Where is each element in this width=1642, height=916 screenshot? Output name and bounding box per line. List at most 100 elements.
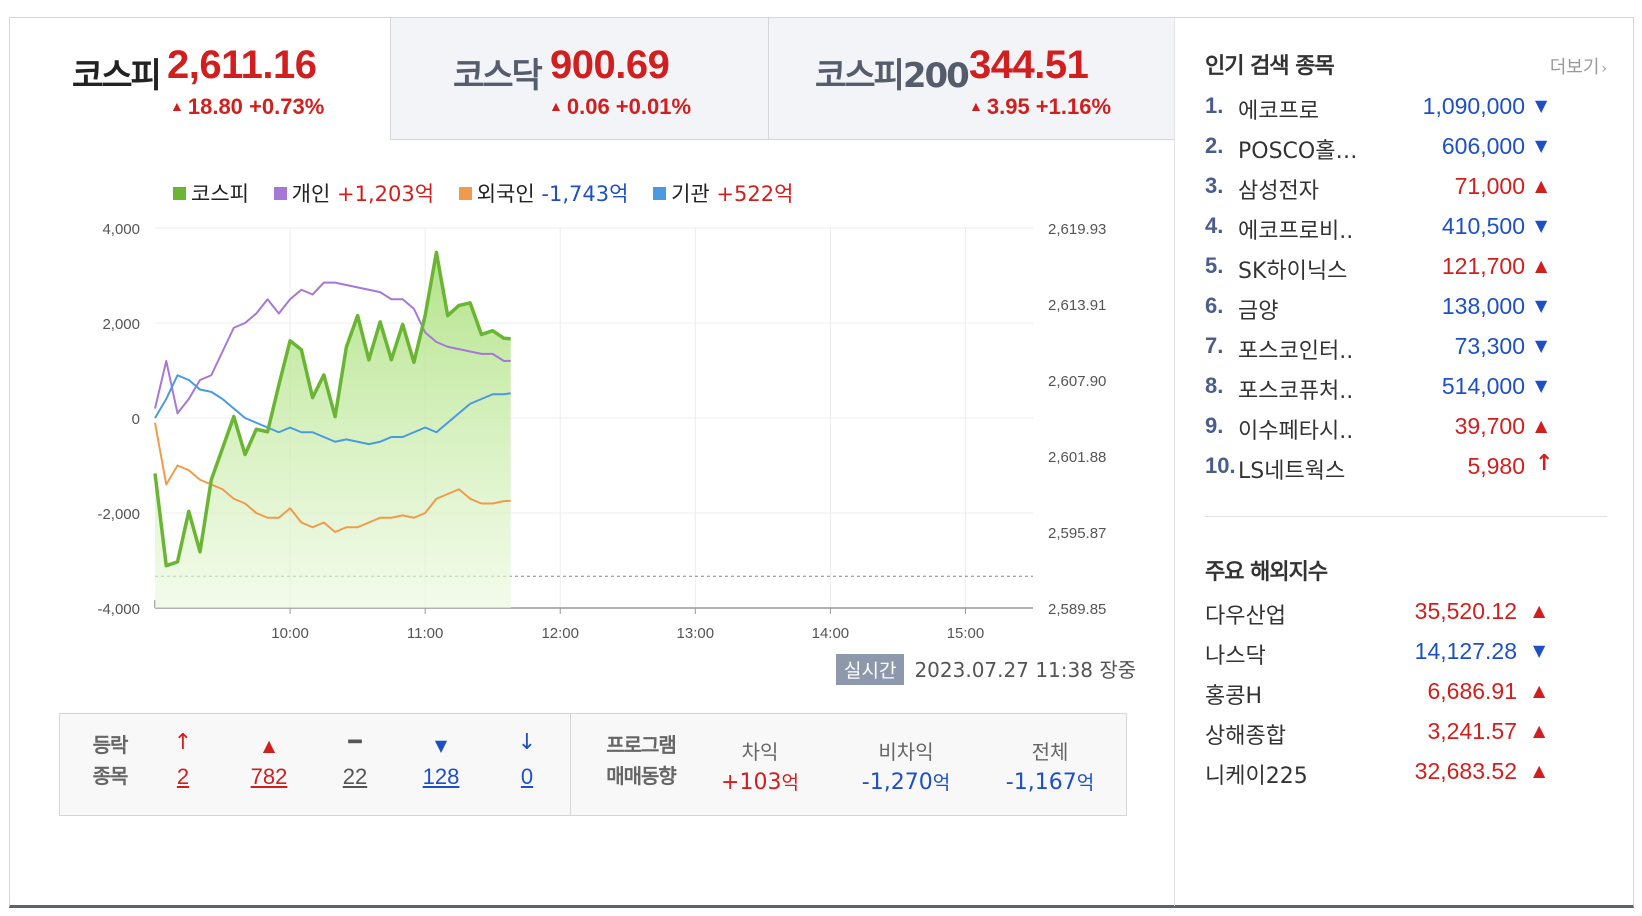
tab-name: 코스피 bbox=[72, 56, 162, 96]
series-line-foreign bbox=[154, 422, 511, 533]
tab-kospi200[interactable]: 코스피200 344.51 ▲ 3.95 +1.16% bbox=[768, 18, 1175, 140]
rank-number: 3. bbox=[1205, 173, 1224, 198]
breadth-count-link[interactable]: 128 bbox=[422, 764, 460, 789]
y-right-tick-label: 2,613.91 bbox=[1048, 297, 1106, 314]
realtime-badge: 실시간 bbox=[836, 654, 905, 685]
popular-item[interactable]: 9. 이수페타시.. 39,700 ▲ bbox=[1205, 413, 1547, 453]
y-right-tick-label: 2,601.88 bbox=[1048, 449, 1106, 466]
upper-limit-arrow-icon: ↑ bbox=[1535, 451, 1554, 476]
stock-name: 에코프로비.. bbox=[1238, 219, 1354, 244]
program-header: 비차익 bbox=[878, 740, 934, 764]
stock-name: SK하이닉스 bbox=[1238, 259, 1348, 284]
index-name: 다우산업 bbox=[1205, 604, 1286, 629]
popular-title: 인기 검색 종목 bbox=[1205, 54, 1335, 79]
stock-name: 금양 bbox=[1238, 299, 1279, 324]
stock-name: 이수페타시.. bbox=[1238, 419, 1354, 444]
up-triangle-icon: ▲ bbox=[1535, 176, 1548, 195]
y-left-tick-label: 0 bbox=[132, 411, 140, 428]
up-triangle-icon: ▲ bbox=[1533, 761, 1546, 780]
popular-item[interactable]: 5. SK하이닉스 121,700 ▲ bbox=[1205, 253, 1547, 293]
stock-price: 5,980 bbox=[1467, 453, 1525, 479]
popular-item[interactable]: 4. 에코프로비.. 410,500 ▼ bbox=[1205, 213, 1547, 253]
tab-change: ▲ 3.95 +1.16% bbox=[969, 94, 1112, 119]
rank-number: 8. bbox=[1205, 373, 1224, 398]
overseas-index-item[interactable]: 상해종합 3,241.57 ▲ bbox=[1205, 718, 1545, 758]
kospi-area bbox=[155, 252, 511, 608]
x-tick-label: 12:00 bbox=[541, 625, 579, 642]
index-name: 나스닥 bbox=[1205, 644, 1266, 669]
rank-number: 9. bbox=[1205, 413, 1224, 438]
up-triangle-icon: ▲ bbox=[1533, 681, 1546, 700]
popular-item[interactable]: 6. 금양 138,000 ▼ bbox=[1205, 293, 1547, 333]
down-triangle-icon: ▼ bbox=[1533, 641, 1546, 660]
y-right-tick-label: 2,589.85 bbox=[1048, 601, 1106, 618]
breadth-symbol-icon: ━ bbox=[348, 730, 362, 755]
popular-item[interactable]: 2. POSCO홀… 606,000 ▼ bbox=[1205, 133, 1547, 173]
breadth-symbol-icon: ↑ bbox=[173, 730, 193, 755]
stock-price: 138,000 bbox=[1441, 293, 1525, 319]
chart-legend: 코스피 개인 +1,203억 외국인 -1,743억 기관 +522억 bbox=[173, 178, 811, 208]
chart-datetime: 2023.07.27 11:38 bbox=[914, 658, 1093, 682]
y-left-tick-label: 4,000 bbox=[102, 221, 140, 238]
popular-item[interactable]: 7. 포스코인터.. 73,300 ▼ bbox=[1205, 333, 1547, 373]
rank-number: 10. bbox=[1205, 453, 1236, 478]
overseas-index-item[interactable]: 니케이225 32,683.52 ▲ bbox=[1205, 758, 1545, 798]
y-left-tick-label: -2,000 bbox=[97, 506, 140, 523]
market-status: 장중 bbox=[1099, 658, 1137, 682]
popular-item[interactable]: 3. 삼성전자 71,000 ▲ bbox=[1205, 173, 1547, 213]
breadth-count-link[interactable]: 0 bbox=[520, 764, 534, 789]
breadth-count-link[interactable]: 782 bbox=[250, 764, 288, 789]
down-triangle-icon: ▼ bbox=[1535, 136, 1548, 155]
y-right-tick-label: 2,607.90 bbox=[1048, 373, 1106, 390]
index-value: 6,686.91 bbox=[1427, 678, 1517, 704]
tab-kosdaq[interactable]: 코스닥 900.69 ▲ 0.06 +0.01% bbox=[390, 18, 768, 140]
up-triangle-icon: ▲ bbox=[1535, 416, 1548, 435]
market-widget: 코스피 2,611.16 ▲ 18.80 +0.73% 코스닥 900.69 ▲ 0… bbox=[9, 17, 1634, 908]
overseas-index-item[interactable]: 홍콩H 6,686.91 ▲ bbox=[1205, 678, 1545, 718]
tab-kospi[interactable]: 코스피 2,611.16 ▲ 18.80 +0.73% bbox=[10, 18, 390, 140]
breadth-symbol-icon: ▼ bbox=[434, 736, 448, 755]
up-triangle-icon: ▲ bbox=[549, 98, 563, 114]
index-value: 32,683.52 bbox=[1414, 758, 1517, 784]
legend-item-kospi: 코스피 bbox=[173, 178, 249, 208]
overseas-index-item[interactable]: 나스닥 14,127.28 ▼ bbox=[1205, 638, 1545, 678]
popular-item[interactable]: 8. 포스코퓨처.. 514,000 ▼ bbox=[1205, 373, 1547, 413]
tab-name: 코스피200 bbox=[815, 56, 970, 96]
more-link[interactable]: 더보기 › bbox=[1549, 57, 1607, 78]
stock-price: 514,000 bbox=[1441, 373, 1525, 399]
realtime-row: 실시간 2023.07.27 11:38 장중 bbox=[836, 654, 1136, 685]
intraday-chart: 4,000 2,000 0 -2,000 -4,000 2,619.93 2,613.91 2… bbox=[97, 221, 1106, 642]
up-triangle-icon: ▲ bbox=[969, 98, 983, 114]
overseas-index-item[interactable]: 다우산업 35,520.12 ▲ bbox=[1205, 598, 1545, 638]
stock-name: 삼성전자 bbox=[1238, 179, 1319, 204]
popular-item[interactable]: 10. LS네트웍스 5,980 ↑ bbox=[1205, 451, 1553, 493]
up-triangle-icon: ▲ bbox=[1533, 721, 1546, 740]
program-header: 차익 bbox=[741, 740, 779, 764]
breadth-count-link[interactable]: 22 bbox=[342, 764, 368, 789]
y-right-tick-label: 2,619.93 bbox=[1048, 221, 1106, 238]
up-triangle-icon: ▲ bbox=[1533, 601, 1546, 620]
breadth-symbol-icon: ↓ bbox=[517, 730, 537, 755]
stock-name: POSCO홀… bbox=[1238, 139, 1358, 164]
program-value: -1,270억 bbox=[861, 770, 951, 795]
program-header: 전체 bbox=[1031, 740, 1069, 764]
breadth-count-link[interactable]: 2 bbox=[176, 764, 190, 789]
legend-item-institution: 기관 +522억 bbox=[653, 178, 793, 208]
up-triangle-icon: ▲ bbox=[170, 98, 184, 114]
popular-item[interactable]: 1. 에코프로 1,090,000 ▼ bbox=[1205, 93, 1547, 133]
down-triangle-icon: ▼ bbox=[1535, 296, 1548, 315]
x-tick-label: 14:00 bbox=[812, 625, 850, 642]
x-tick-label: 11:00 bbox=[407, 625, 443, 642]
index-name: 니케이225 bbox=[1205, 764, 1308, 789]
down-triangle-icon: ▼ bbox=[1535, 96, 1548, 115]
rank-number: 5. bbox=[1205, 253, 1224, 278]
breadth-symbol-icon: ▲ bbox=[262, 736, 276, 755]
index-value: 14,127.28 bbox=[1414, 638, 1517, 664]
legend-item-individual: 개인 +1,203억 bbox=[273, 178, 434, 208]
tab-value: 344.51 bbox=[969, 43, 1089, 87]
overseas-title: 주요 해외지수 bbox=[1205, 560, 1328, 585]
x-tick-label: 15:00 bbox=[947, 625, 985, 642]
rank-number: 2. bbox=[1205, 133, 1224, 158]
stock-price: 121,700 bbox=[1441, 253, 1525, 279]
tab-change: ▲ 0.06 +0.01% bbox=[549, 94, 692, 119]
